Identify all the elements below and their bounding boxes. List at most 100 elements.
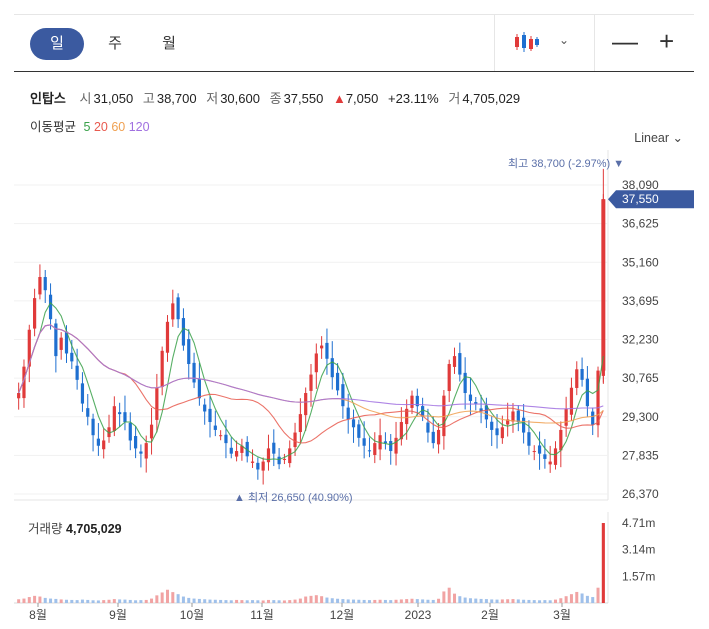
candle [22, 359, 26, 408]
volume-bar [362, 599, 366, 603]
candle [59, 332, 63, 360]
candle-body [160, 350, 164, 388]
tab-daily[interactable]: 일 [30, 28, 84, 60]
volume-bar [261, 600, 265, 603]
candle [80, 372, 85, 412]
volume-bar [288, 600, 292, 603]
volume-bar [134, 600, 138, 603]
candle-body [585, 378, 589, 407]
volume-bar [33, 595, 37, 603]
tab-monthly[interactable]: 월 [162, 35, 176, 52]
volume-bar [213, 599, 217, 603]
candlestick-chart-icon[interactable] [514, 31, 540, 53]
candle-body [139, 451, 143, 454]
candle [463, 357, 467, 410]
tab-weekly[interactable]: 주 [108, 35, 122, 52]
candle [33, 288, 37, 337]
x-tick-label: 2월 [481, 608, 499, 622]
volume-bar [64, 599, 68, 603]
volume-bar [490, 599, 494, 603]
ma-5[interactable]: 5 [83, 120, 91, 134]
x-tick-label: 9월 [109, 608, 127, 622]
volume-title: 거래량 4,705,029 [28, 518, 122, 537]
ma-label: 이동평균 [30, 120, 77, 134]
volume-bar [479, 598, 483, 603]
candle-body [187, 339, 191, 365]
volume-title-value: 4,705,029 [66, 522, 122, 536]
candle [245, 436, 249, 463]
low-annotation: ▲ 최저 26,650 (40.90%) [234, 491, 353, 504]
volume-bar [86, 599, 90, 603]
candle-body [64, 331, 69, 354]
candle [293, 422, 297, 456]
candle-body [304, 393, 308, 416]
candle-body [468, 394, 473, 401]
candle [288, 440, 292, 468]
candle [559, 421, 563, 468]
volume-bar [277, 600, 281, 603]
volume-bar [415, 599, 419, 603]
candle [575, 361, 579, 396]
candle [155, 373, 159, 433]
volume-bar [442, 591, 446, 603]
volume-bar [123, 599, 127, 603]
volume-bar [575, 591, 579, 603]
candle [234, 440, 239, 462]
chevron-down-icon: ⌄ [672, 131, 683, 145]
candle-body [484, 405, 489, 420]
volume-bar [155, 595, 159, 603]
candle [564, 396, 568, 437]
volume-bar [426, 599, 430, 603]
volume-bar [532, 600, 536, 603]
candle-body [516, 410, 520, 423]
candle-body [96, 438, 100, 446]
candle-body [500, 427, 504, 439]
candle-body [346, 407, 350, 420]
volume-bar-latest [601, 523, 605, 603]
candle [596, 366, 600, 438]
candle [17, 382, 21, 410]
candle-body [213, 425, 217, 430]
candle [75, 348, 79, 390]
high-annotation: 최고 38,700 (-2.97%) ▼ [508, 157, 624, 170]
volume-bar [128, 599, 132, 603]
zoom-out-icon[interactable]: — [612, 26, 638, 56]
volume-bar [107, 599, 111, 603]
volume-bar [431, 599, 435, 603]
ma-60[interactable]: 60 [111, 120, 126, 134]
volume-bar [251, 600, 255, 603]
candle [213, 410, 217, 437]
divider [494, 15, 495, 71]
ma-120[interactable]: 120 [128, 120, 150, 134]
candle [38, 264, 42, 300]
volume-bar [383, 599, 387, 603]
candle-body [38, 277, 42, 295]
candle-body [234, 451, 239, 457]
candle [314, 343, 318, 389]
ma-20[interactable]: 20 [93, 120, 108, 134]
open-label: 시 [79, 91, 92, 106]
candle-body [405, 408, 409, 425]
chevron-down-icon[interactable]: ⌄ [559, 33, 570, 47]
volume-bar [548, 600, 552, 603]
candle-body [208, 408, 212, 423]
current-price-label: 37,550 [622, 192, 659, 206]
candle [54, 318, 58, 373]
zoom-in-icon[interactable]: + [659, 26, 675, 56]
candle [229, 437, 233, 459]
candle [298, 398, 302, 443]
scale-selector[interactable]: Linear ⌄ [634, 130, 683, 145]
volume-bar [309, 595, 313, 603]
candle-body [320, 345, 324, 349]
candle-body [479, 408, 483, 412]
candle-body [389, 441, 393, 452]
candle-body [452, 356, 457, 367]
candle-body [511, 411, 515, 422]
candle-body [282, 458, 287, 460]
candle-body [27, 329, 31, 367]
volume-bar [245, 600, 249, 603]
candle [378, 418, 382, 461]
volume-bar [596, 587, 600, 603]
candle [442, 390, 446, 450]
